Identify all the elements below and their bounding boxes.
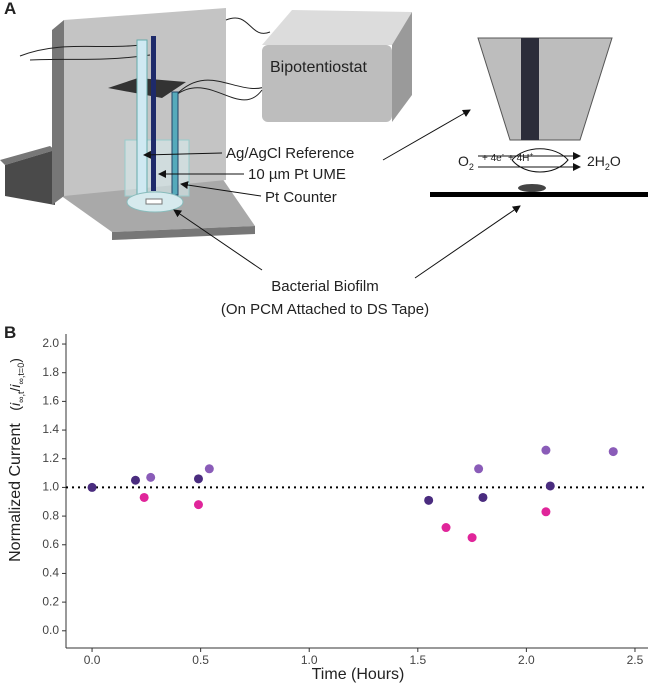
tip-glass — [477, 37, 613, 141]
y-label-text: Normalized Current — [7, 423, 24, 562]
point — [478, 492, 488, 502]
point — [467, 533, 477, 543]
counter-electrode — [171, 91, 179, 196]
x-tick-label: 2.5 — [627, 653, 644, 667]
y-tick-label: 1.4 — [42, 422, 59, 436]
point — [474, 464, 484, 474]
x-tick-label: 0.0 — [84, 653, 101, 667]
y-label-formula: ( — [7, 406, 23, 411]
panel-letter: B — [4, 323, 16, 342]
point — [545, 481, 555, 491]
y-tick-label: 0.2 — [42, 594, 59, 608]
wire — [19, 44, 271, 96]
panel-letter: A — [4, 0, 16, 18]
point — [130, 475, 140, 485]
point — [146, 472, 156, 482]
point — [193, 474, 203, 484]
tip-wire — [521, 38, 539, 140]
x-tick-label: 1.0 — [301, 653, 318, 667]
box-front — [262, 45, 392, 122]
x-tick-label: 1.5 — [409, 653, 426, 667]
reference-label: Ag/AgCl Reference — [226, 145, 354, 162]
point — [87, 482, 97, 492]
y-label-formula: i — [7, 384, 23, 388]
y-axis-label: Normalized Current (i∞,t/i∞,t=0) — [7, 358, 26, 562]
biofilm-spot — [518, 184, 546, 192]
sample — [145, 198, 163, 205]
y-tick-label: 1.0 — [42, 480, 59, 494]
y-tick-label: 0.0 — [42, 623, 59, 637]
biofilm-label: (On PCM Attached to DS Tape) — [221, 301, 429, 318]
substrate — [430, 192, 648, 197]
y-label-formula: / — [7, 387, 23, 391]
block-top — [0, 146, 55, 165]
ume-label: 10 µm Pt UME — [248, 166, 346, 183]
wall-side — [52, 20, 64, 205]
box-top — [262, 10, 412, 45]
loop — [511, 148, 569, 173]
y-tick-label: 1.8 — [42, 365, 59, 379]
base-front — [112, 226, 255, 240]
counter-label: Pt Counter — [265, 189, 337, 206]
ume-electrode — [151, 36, 156, 191]
y-tick-label: 2.0 — [42, 336, 59, 350]
y-tick-label: 1.6 — [42, 394, 59, 408]
point — [541, 445, 551, 455]
block — [5, 150, 55, 205]
point — [424, 495, 434, 505]
y-tick-label: 0.4 — [42, 566, 59, 580]
x-tick-label: 0.5 — [192, 653, 209, 667]
wire — [175, 87, 263, 101]
instrument-label: Bipotentiostat — [270, 59, 368, 76]
arrow — [173, 209, 263, 271]
y-tick-label: 0.8 — [42, 508, 59, 522]
arrow — [180, 181, 262, 197]
y-label-formula: i — [7, 402, 23, 406]
y-tick-label: 0.6 — [42, 537, 59, 551]
point — [541, 507, 551, 517]
beaker — [124, 139, 190, 197]
arrow — [382, 109, 471, 161]
point — [608, 447, 618, 457]
arrow — [143, 150, 223, 159]
point — [441, 523, 451, 533]
panel-a: A Bipotentiostat Ag/AgCl Reference 10 µm… — [0, 0, 648, 318]
panel-b: B Time (Hours) Normalized Current (i∞,t/… — [4, 323, 648, 683]
point — [139, 492, 149, 502]
wire — [225, 17, 271, 34]
arrow — [414, 205, 521, 279]
biofilm-label: Bacterial Biofilm — [271, 278, 379, 295]
point — [193, 500, 203, 510]
y-tick-label: 1.2 — [42, 451, 59, 465]
reference-electrode — [136, 39, 148, 196]
box-side — [392, 12, 412, 122]
point — [204, 464, 214, 474]
y-label-formula: ∞,t=0 — [16, 363, 26, 385]
y-label-formula: ∞,t — [16, 391, 26, 403]
x-tick-label: 2.0 — [518, 653, 535, 667]
y-label-formula: ) — [7, 358, 23, 363]
x-axis-label: Time (Hours) — [312, 666, 405, 683]
